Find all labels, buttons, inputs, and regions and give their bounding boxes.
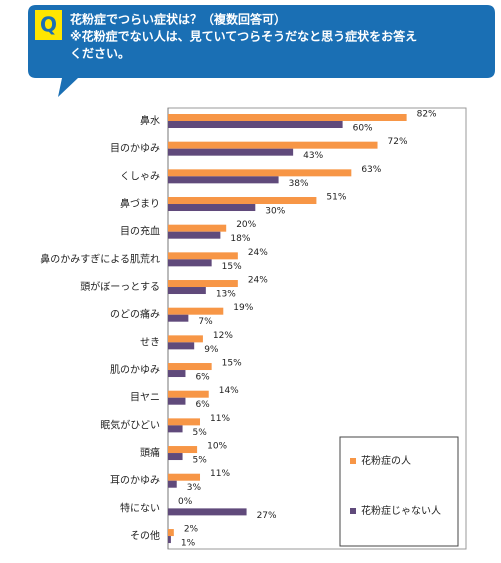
category-label: その他 — [130, 529, 160, 542]
category-label: 目ヤニ — [130, 393, 160, 404]
value-label: 11% — [210, 469, 230, 479]
legend-swatch — [350, 508, 356, 514]
bar — [168, 287, 206, 295]
category-label: 目の充血 — [120, 225, 160, 238]
category-label: くしゃみ — [120, 170, 160, 182]
value-label: 10% — [207, 442, 227, 452]
bar — [168, 390, 209, 398]
value-label: 9% — [204, 345, 219, 355]
bar — [168, 224, 227, 232]
bar — [168, 197, 317, 205]
value-label: 7% — [198, 317, 213, 327]
value-label: 18% — [230, 234, 250, 244]
bar — [168, 176, 279, 184]
value-label: 24% — [248, 248, 268, 258]
value-label: 30% — [265, 207, 285, 217]
bar — [168, 307, 224, 315]
category-label: 肌のかゆみ — [110, 364, 160, 376]
bar — [168, 480, 177, 488]
value-label: 1% — [181, 539, 196, 549]
bar — [168, 397, 186, 405]
value-label: 51% — [326, 193, 346, 203]
bar — [168, 141, 378, 149]
legend-label: 花粉症じゃない人 — [361, 504, 441, 517]
value-label: 5% — [193, 428, 208, 438]
category-label: 頭がぼーっとする — [80, 280, 160, 293]
legend-box — [339, 436, 459, 547]
q-icon-box — [35, 10, 62, 40]
bar — [168, 370, 186, 378]
header-line: 花粉症でつらい症状は？（複数回答可） — [70, 12, 286, 27]
bar — [168, 446, 198, 454]
value-label: 15% — [222, 262, 242, 272]
value-label: 13% — [216, 290, 236, 300]
bar — [168, 425, 183, 433]
bar — [168, 508, 247, 516]
bar — [168, 204, 256, 212]
value-label: 15% — [222, 359, 242, 369]
bar — [168, 169, 352, 177]
category-label: 鼻づまり — [120, 197, 160, 210]
value-label: 6% — [195, 373, 210, 383]
bar — [168, 529, 174, 537]
legend-label: 花粉症の人 — [361, 454, 411, 467]
value-label: 43% — [303, 151, 323, 161]
header-line: ※花粉症でない人は、見ていてつらそうだなと思う症状をお答え — [70, 29, 417, 44]
value-label: 0% — [178, 497, 193, 507]
category-label: 目のかゆみ — [110, 143, 160, 155]
value-label: 24% — [248, 276, 268, 286]
value-label: 38% — [289, 179, 309, 189]
value-label: 6% — [195, 400, 210, 410]
bar — [168, 231, 221, 239]
bar — [168, 314, 189, 322]
legend-swatch — [350, 458, 356, 464]
value-label: 2% — [184, 525, 199, 535]
bar — [168, 121, 343, 128]
category-label: のどの痛み — [110, 308, 160, 321]
bar — [168, 473, 201, 481]
value-label: 11% — [210, 414, 230, 424]
bar — [168, 259, 212, 267]
category-label: せき — [140, 336, 160, 348]
value-label: 3% — [187, 483, 202, 493]
value-label: 72% — [388, 137, 408, 147]
bar — [168, 342, 195, 350]
header-line: ください。 — [70, 47, 130, 61]
value-label: 20% — [236, 220, 256, 230]
bar — [168, 453, 183, 461]
value-label: 12% — [213, 331, 233, 341]
value-label: 82% — [417, 110, 437, 120]
header-bubble — [28, 5, 495, 97]
bar — [168, 114, 407, 121]
bar — [168, 536, 171, 544]
value-label: 5% — [193, 456, 208, 466]
value-label: 27% — [257, 511, 277, 521]
bar — [168, 148, 294, 156]
bar — [168, 280, 238, 288]
category-label: 眠気がひどい — [100, 418, 160, 431]
category-label: 鼻水 — [140, 114, 160, 127]
bar — [168, 335, 203, 343]
value-label: 60% — [353, 124, 373, 134]
value-label: 19% — [233, 303, 253, 313]
category-label: 特にない — [120, 502, 160, 514]
category-label: 耳のかゆみ — [110, 475, 160, 487]
category-label: 頭痛 — [140, 446, 160, 459]
bar — [168, 418, 201, 426]
category-label: 鼻のかみすぎによる肌荒れ — [40, 252, 160, 265]
value-label: 14% — [219, 386, 239, 396]
bar — [168, 363, 212, 371]
q-icon: Q — [40, 13, 57, 37]
bar — [168, 252, 238, 260]
value-label: 63% — [361, 165, 381, 175]
